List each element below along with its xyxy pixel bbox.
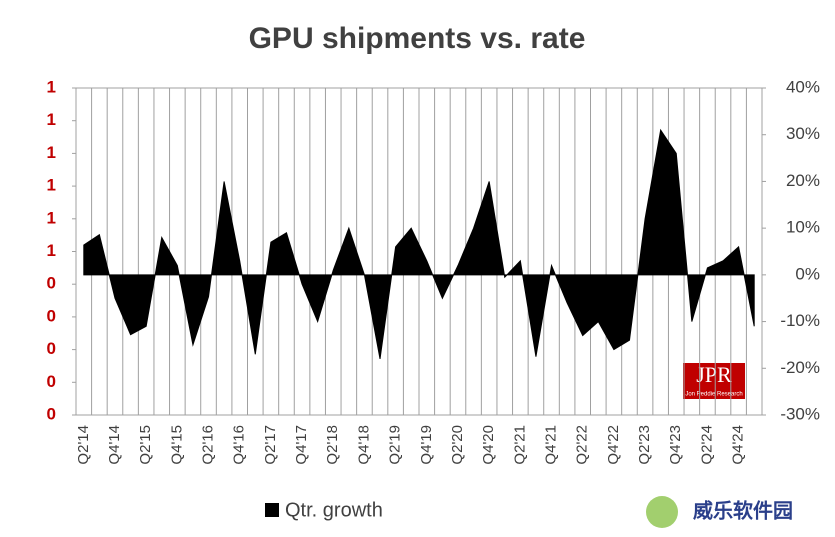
x-tick-label: Q2'15 — [137, 425, 154, 465]
x-tick-label: Q4'22 — [605, 425, 622, 465]
y-tick-label: 0 — [47, 404, 56, 423]
y2-tick-label: -10% — [780, 311, 820, 330]
x-tick-label: Q4'21 — [542, 425, 559, 465]
logo-box — [683, 363, 745, 399]
y2-tick-label: 40% — [786, 77, 820, 96]
y2-tick-label: 10% — [786, 218, 820, 237]
watermark-icon — [646, 496, 678, 528]
x-tick-label: Q4'20 — [480, 425, 497, 465]
y-tick-label: 1 — [47, 241, 56, 260]
y-tick-label: 1 — [47, 176, 56, 195]
y-tick-label: 0 — [47, 339, 56, 358]
logo-subtitle: Jon Peddie Research — [685, 392, 742, 398]
y2-tick-label: 30% — [786, 124, 820, 143]
area — [83, 128, 755, 360]
y2-tick-label: 20% — [786, 171, 820, 190]
chart-title: GPU shipments vs. rate — [249, 22, 586, 55]
y-tick-label: 1 — [47, 208, 56, 227]
x-tick-label: Q2'22 — [574, 425, 591, 465]
y-tick-label: 1 — [47, 110, 56, 129]
x-tick-label: Q2'14 — [75, 425, 92, 465]
legend-label: Qtr. growth — [285, 499, 383, 521]
x-tick-label: Q2'20 — [449, 425, 466, 465]
y-tick-label: 0 — [47, 306, 56, 325]
x-tick-label: Q2'21 — [511, 425, 528, 465]
logo: JPR Jon Peddie Research — [683, 362, 745, 399]
x-tick-label: Q4'24 — [730, 425, 747, 465]
x-tick-label: Q4'23 — [667, 425, 684, 465]
x-tick-label: Q2'19 — [387, 425, 404, 465]
watermark: 威乐软件园 — [693, 498, 793, 522]
x-tick-label: Q4'15 — [168, 425, 185, 465]
logo-text: JPR — [696, 362, 732, 387]
x-tick-label: Q4'18 — [355, 425, 372, 465]
x-tick-label: Q4'16 — [231, 425, 248, 465]
x-tick-label: Q4'17 — [293, 425, 310, 465]
y2-tick-label: -20% — [780, 358, 820, 377]
y-tick-label: 1 — [47, 143, 56, 162]
x-tick-label: Q4'14 — [106, 425, 123, 465]
y2-tick-label: -30% — [780, 404, 820, 423]
x-tick-label: Q2'17 — [262, 425, 279, 465]
y-tick-label: 1 — [47, 77, 56, 96]
legend-swatch — [265, 503, 279, 517]
y2-tick-label: 0% — [795, 264, 820, 283]
x-tick-label: Q2'18 — [324, 425, 341, 465]
x-tick-label: Q4'19 — [418, 425, 435, 465]
y-tick-label: 0 — [47, 372, 56, 391]
x-tick-label: Q2'16 — [199, 425, 216, 465]
x-tick-label: Q2'23 — [636, 425, 653, 465]
y-tick-label: 0 — [47, 274, 56, 293]
x-tick-label: Q2'24 — [698, 425, 715, 465]
